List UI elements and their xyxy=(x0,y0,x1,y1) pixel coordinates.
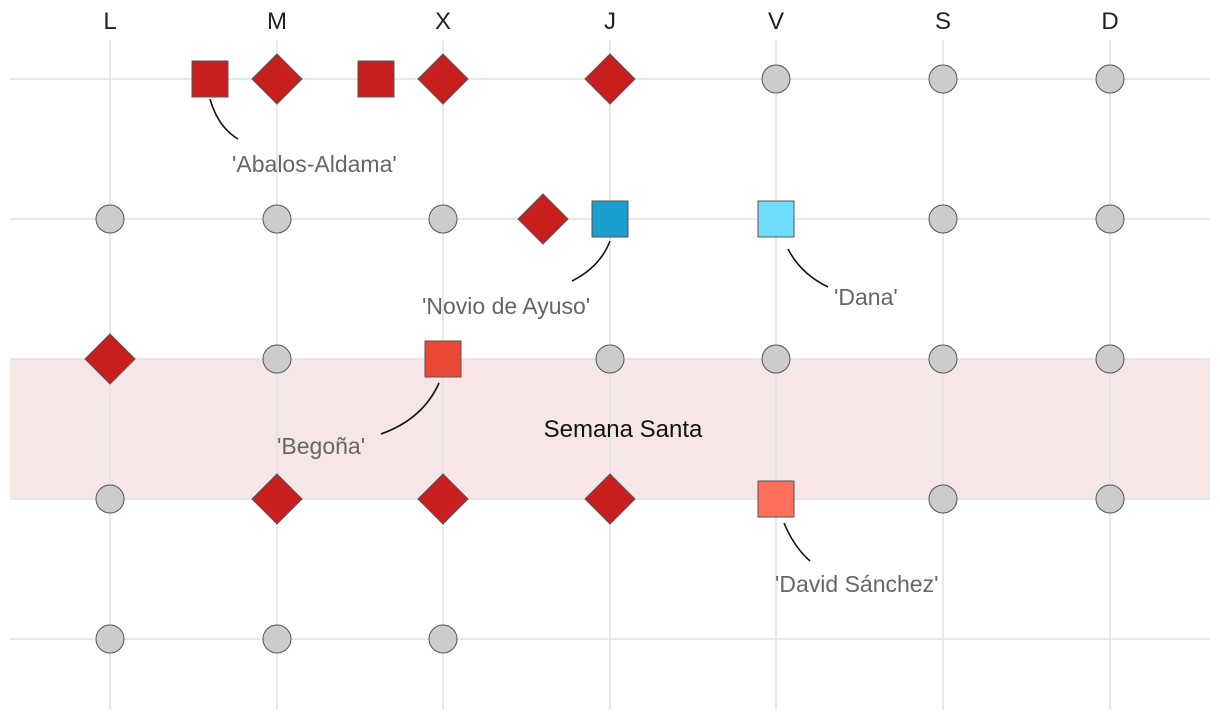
mark-empty-circle xyxy=(95,204,125,234)
day-label-X: X xyxy=(435,8,451,35)
mark-empty-circle xyxy=(1095,344,1125,374)
mark-square xyxy=(591,200,629,238)
annotation-leader xyxy=(783,522,811,562)
mark-empty-circle xyxy=(1095,64,1125,94)
mark-empty-circle xyxy=(1095,204,1125,234)
mark-square xyxy=(424,340,462,378)
annotation-leader xyxy=(209,98,239,140)
annotation-label: 'Begoña' xyxy=(277,433,365,459)
annotation-leader xyxy=(380,382,440,435)
day-label-J: J xyxy=(604,8,616,35)
mark-diamond xyxy=(417,53,469,105)
day-label-V: V xyxy=(768,8,784,35)
mark-empty-circle xyxy=(928,344,958,374)
annotation-label: 'David Sánchez' xyxy=(775,571,938,597)
mark-empty-circle xyxy=(428,204,458,234)
mark-diamond xyxy=(251,53,303,105)
mark-square xyxy=(757,480,795,518)
annotation-label: 'Novio de Ayuso' xyxy=(422,293,590,319)
mark-diamond xyxy=(517,193,569,245)
mark-empty-circle xyxy=(1095,484,1125,514)
mark-square xyxy=(757,200,795,238)
day-label-M: M xyxy=(267,8,287,35)
annotation-label: 'Dana' xyxy=(834,284,898,310)
annotation-leader xyxy=(787,248,829,288)
annotation-label: 'Abalos-Aldama' xyxy=(232,151,397,177)
mark-diamond xyxy=(84,333,136,385)
mark-empty-circle xyxy=(761,344,791,374)
mark-diamond xyxy=(251,473,303,525)
mark-empty-circle xyxy=(595,344,625,374)
mark-empty-circle xyxy=(928,204,958,234)
mark-empty-circle xyxy=(95,484,125,514)
mark-empty-circle xyxy=(95,624,125,654)
mark-square xyxy=(357,60,395,98)
mark-empty-circle xyxy=(428,624,458,654)
mark-diamond xyxy=(417,473,469,525)
mark-empty-circle xyxy=(262,344,292,374)
day-label-L: L xyxy=(103,8,116,35)
mark-square xyxy=(191,60,229,98)
annotation-leader xyxy=(571,240,611,282)
mark-empty-circle xyxy=(761,64,791,94)
day-label-S: S xyxy=(935,8,951,35)
mark-empty-circle xyxy=(928,64,958,94)
mark-empty-circle xyxy=(262,624,292,654)
mark-empty-circle xyxy=(928,484,958,514)
mark-empty-circle xyxy=(262,204,292,234)
day-label-D: D xyxy=(1101,8,1118,35)
band-label: Semana Santa xyxy=(544,416,703,443)
mark-diamond xyxy=(584,53,636,105)
mark-diamond xyxy=(584,473,636,525)
